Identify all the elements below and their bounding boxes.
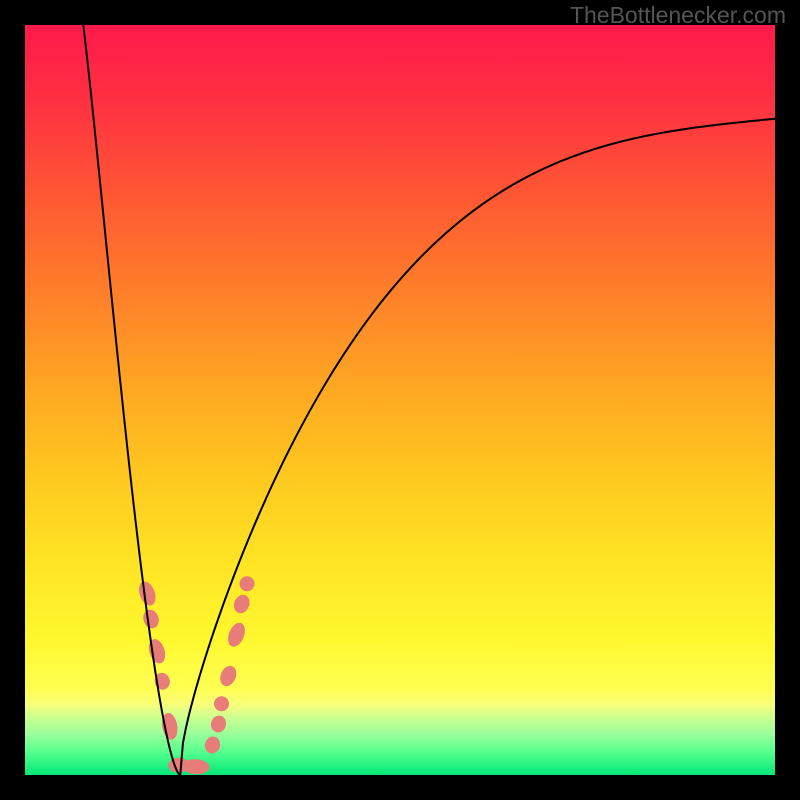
data-marker: [147, 638, 168, 665]
data-marker: [137, 580, 158, 607]
data-marker: [238, 575, 256, 593]
data-marker: [204, 735, 222, 754]
bottleneck-curve: [79, 0, 775, 775]
watermark-text: TheBottlenecker.com: [570, 2, 786, 29]
data-marker: [183, 759, 210, 774]
chart-root: TheBottlenecker.com: [0, 0, 800, 800]
data-marker: [209, 714, 227, 734]
data-marker: [213, 695, 231, 713]
plot-area: [25, 25, 775, 775]
data-marker: [141, 608, 160, 630]
markers-group: [137, 575, 257, 775]
data-marker: [232, 593, 252, 615]
chart-svg: [25, 25, 775, 775]
data-marker: [218, 664, 238, 688]
data-marker: [226, 621, 248, 648]
